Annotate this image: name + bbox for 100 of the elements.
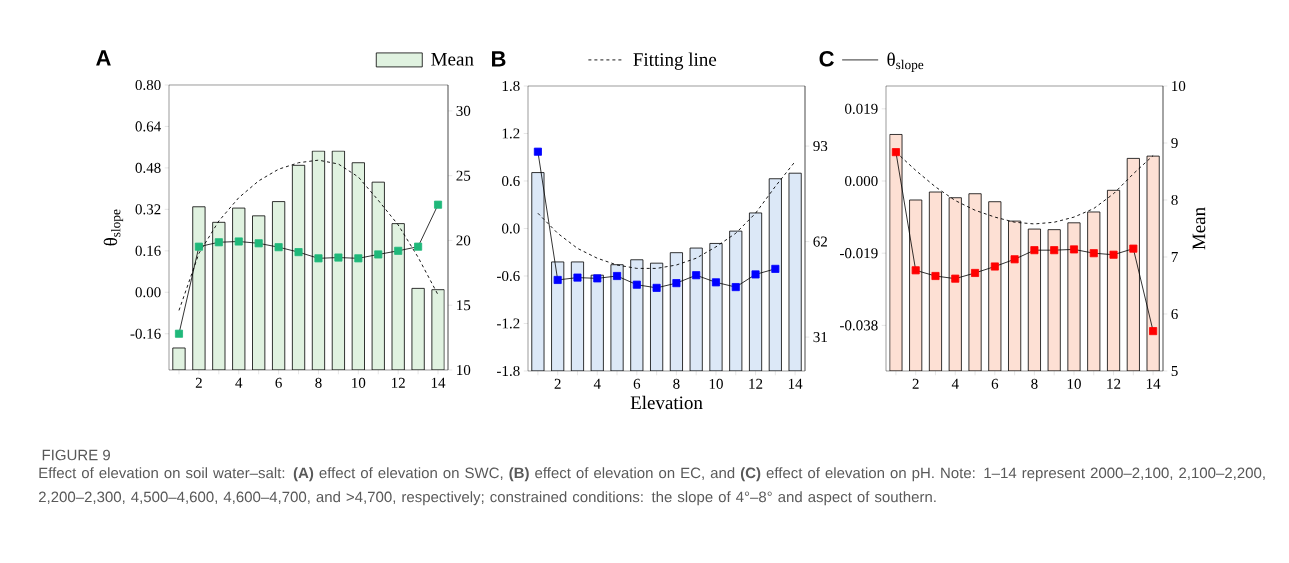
y2-tick-label: 20 [456, 235, 471, 246]
y-tick-label: 1.2 [502, 128, 520, 139]
y-tick-label: 0.0 [502, 223, 520, 234]
y-tick-label: -1.2 [497, 318, 520, 329]
point [254, 239, 263, 248]
point [174, 329, 183, 338]
x-tick-label: 12 [749, 378, 763, 389]
point [1089, 249, 1098, 258]
x-tick-label: 4 [593, 378, 601, 389]
x-tick-label: 10 [709, 378, 723, 389]
point [652, 283, 661, 292]
y2-tick-label: 7 [1171, 252, 1178, 262]
x-tick-label: 14 [431, 377, 446, 388]
chart-title: A [96, 50, 111, 66]
y-tick-label: -0.16 [130, 328, 161, 339]
point [711, 278, 720, 287]
y-tick-label: -0.038 [840, 320, 878, 331]
y-tick-label: 0.64 [135, 121, 161, 132]
point [1069, 245, 1078, 254]
y2-tick-label: 25 [456, 170, 471, 181]
point [1010, 255, 1019, 264]
y-tick-label: -1.8 [497, 365, 520, 377]
y-tick-label: 0.019 [845, 103, 878, 114]
point [533, 147, 542, 156]
point [194, 242, 203, 251]
point [990, 262, 999, 271]
y2-tick-label: 8 [1171, 194, 1178, 206]
point [1129, 244, 1138, 253]
point [771, 264, 780, 273]
y2-tick-label: 9 [1171, 137, 1178, 149]
x-tick-label: 14 [788, 378, 803, 389]
point [751, 270, 760, 279]
x-tick-label: 6 [633, 378, 641, 389]
y-tick-label: -0.6 [497, 270, 520, 282]
y-tick-label: 0.48 [135, 162, 161, 173]
caption: FIGURE 9 [42, 449, 110, 461]
y-tick-label: -0.019 [840, 248, 878, 259]
x-tick-label: 8 [315, 377, 322, 388]
point [334, 253, 343, 262]
point [414, 242, 423, 251]
x-tick-label: 4 [235, 377, 243, 388]
x-tick-label: 6 [991, 378, 999, 389]
y-tick-label: 0.000 [845, 175, 878, 187]
point [1149, 327, 1158, 336]
x-tick-label: 2 [554, 378, 561, 389]
y2-tick-label: 62 [813, 236, 827, 247]
y2-tick-label: 10 [1172, 80, 1186, 92]
legend-label: θ$_{slope}$ [887, 52, 924, 72]
point [613, 272, 622, 280]
point [354, 254, 363, 263]
point [593, 274, 602, 283]
point [692, 271, 701, 280]
x-tick-label: 2 [195, 377, 202, 388]
x-tick-label: 6 [275, 377, 282, 388]
y2-tick-label: 30 [456, 105, 471, 116]
point [573, 273, 582, 282]
point [911, 266, 920, 275]
x-tick-label: 8 [1031, 378, 1038, 389]
point [731, 283, 740, 292]
point [274, 243, 283, 252]
point [632, 280, 641, 289]
y2-tick-label: 6 [1171, 308, 1178, 320]
point [214, 238, 223, 247]
chart-title: B [492, 51, 506, 67]
y2-tick-label: 93 [813, 141, 828, 152]
y2-tick-label: 31 [813, 332, 827, 343]
text: Effect of elevation on soil water–salt: (A) effect of elevation on SWC, (B) effect of elevation on EC, and (C) effect of elevation on pH. Note: 1–14 represent 2000–2,100, 2,100–2,200, 2,200–2,300, 4,500–4,600, 4,600–4,700, and >4,700, respectively; constrained conditions: the slope of 4°–8° and aspect of southern. [38, 467, 1265, 506]
y2-tick-label: 10 [457, 364, 471, 376]
point [1030, 246, 1039, 255]
x-tick-label: 2 [912, 378, 919, 389]
point [434, 200, 443, 209]
point [951, 274, 960, 283]
point [891, 148, 900, 157]
point [294, 248, 303, 257]
point [672, 279, 681, 288]
x-tick-label: 12 [1107, 378, 1121, 389]
y2-axis-title: Mean [1192, 207, 1206, 250]
legend-label: Fitting line [633, 52, 717, 70]
chart-title: C [819, 50, 834, 67]
x-tick-label: 10 [352, 377, 366, 388]
x-tick-label: 4 [951, 378, 959, 389]
y-tick-label: 0.32 [135, 204, 161, 215]
y2-tick-label: 15 [457, 300, 471, 311]
y-axis-title: θ$_{slope}$ [103, 209, 124, 246]
point [931, 272, 940, 280]
point [971, 268, 980, 277]
legend-label: Mean [431, 52, 474, 66]
point [1050, 246, 1059, 255]
x-tick-label: 8 [673, 378, 680, 389]
point [314, 254, 323, 263]
y-tick-label: 0.6 [502, 175, 520, 187]
y-tick-label: 0.00 [135, 287, 161, 298]
y-tick-label: 0.16 [135, 245, 161, 256]
x-tick-label: 12 [392, 377, 405, 388]
point [1109, 250, 1118, 259]
y-tick-label: 1.8 [502, 80, 520, 92]
point [553, 275, 562, 284]
point [374, 250, 383, 259]
x-tick-label: 14 [1146, 378, 1161, 389]
x-axis-title: Elevation [630, 395, 703, 410]
